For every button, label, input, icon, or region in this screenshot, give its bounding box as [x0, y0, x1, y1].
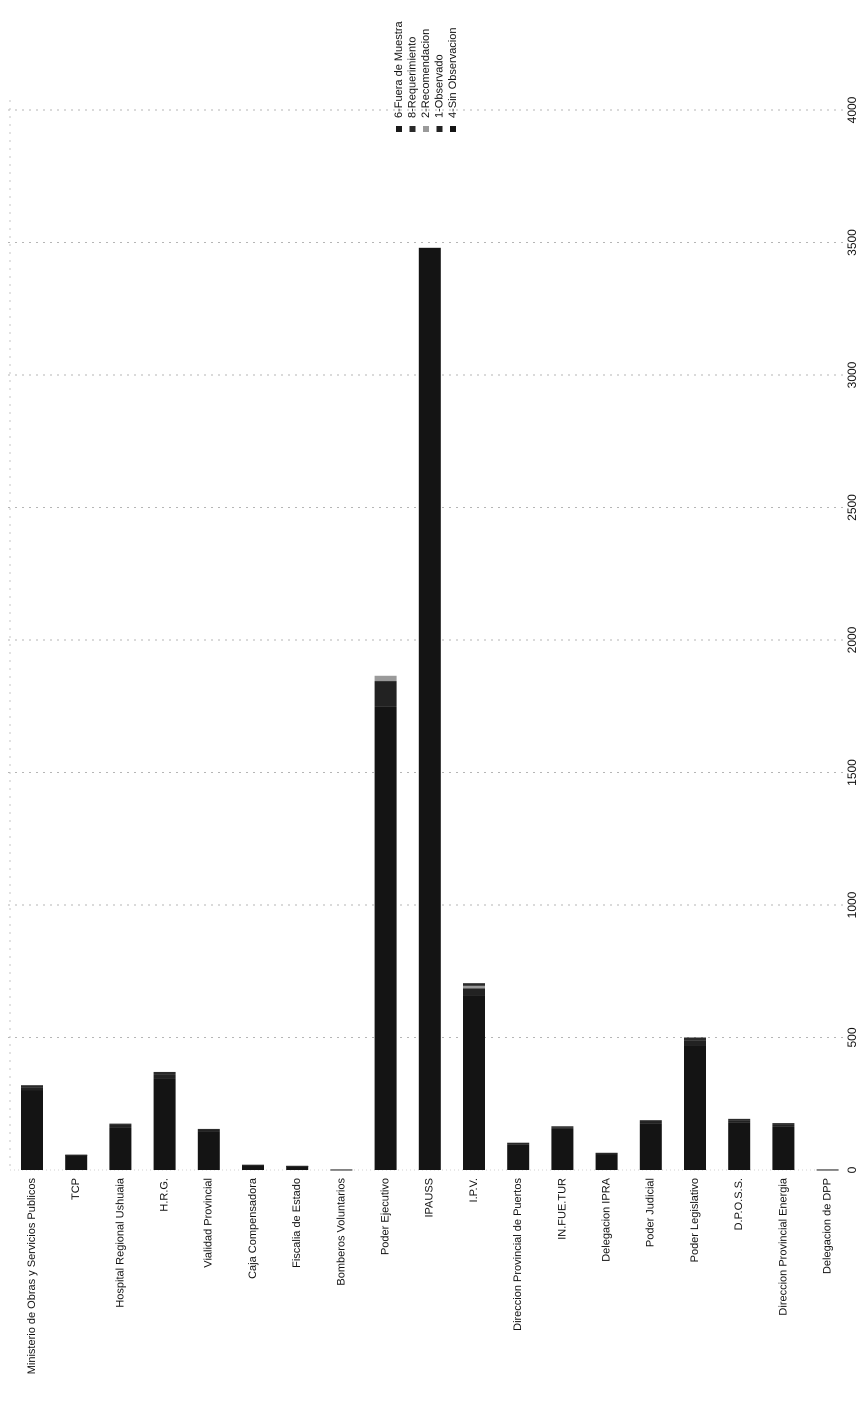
tick-label: 1000	[845, 891, 859, 918]
category-label: Delegacion IPRA	[601, 1177, 613, 1261]
bar-segment	[153, 1078, 176, 1170]
category-label: Fiscalia de Estado	[291, 1178, 303, 1268]
bar-segment	[507, 1142, 530, 1144]
bar-segment	[330, 1169, 353, 1171]
bar-segment	[728, 1118, 751, 1121]
bar-segment	[551, 1127, 574, 1129]
tick-label: 0	[845, 1166, 859, 1173]
bar-segment	[153, 1074, 176, 1079]
bar-segment	[109, 1127, 132, 1170]
bar-segment	[109, 1124, 132, 1128]
bar-segment	[684, 1040, 706, 1046]
tick-label: 1500	[845, 759, 859, 786]
bar-segment	[109, 1123, 132, 1125]
bar-segment	[551, 1126, 574, 1128]
bar-segment	[772, 1124, 795, 1127]
category-label: Direccion Provincial Energia	[777, 1177, 789, 1315]
category-label: I.P.V.	[468, 1178, 480, 1202]
bar-segment	[772, 1123, 795, 1125]
tick-label: 4000	[845, 96, 859, 123]
category-label: TCP	[70, 1178, 82, 1200]
bar-segment	[21, 1085, 43, 1088]
bar-segment	[197, 1129, 220, 1132]
legend-swatch	[396, 126, 402, 132]
category-label: IN.FUE.TUR	[556, 1178, 568, 1240]
bar-segment	[595, 1154, 618, 1170]
bar-segment	[197, 1131, 220, 1170]
legend-swatch	[423, 126, 429, 132]
bar-segment	[595, 1152, 618, 1154]
legend-swatch	[450, 126, 456, 132]
tick-label: 2500	[845, 494, 859, 521]
category-label: H.R.G.	[159, 1178, 171, 1212]
bar-segment	[772, 1126, 795, 1170]
category-label: Vialidad Provincial	[203, 1178, 215, 1268]
bar-segment	[639, 1123, 662, 1170]
bar-segment	[684, 1045, 706, 1170]
bar-segment	[242, 1165, 264, 1170]
bar-segment	[507, 1144, 530, 1170]
legend-label: 4-Sin Observacion	[447, 28, 459, 119]
bar-segment	[374, 681, 397, 707]
category-label: Ministerio de Obras y Servicios Publicos	[26, 1178, 38, 1375]
bar-segment	[595, 1153, 618, 1155]
bar-segment	[374, 675, 397, 682]
bars-layer	[21, 247, 839, 1171]
tick-label: 500	[845, 1027, 859, 1047]
bar-segment	[286, 1165, 309, 1167]
tick-labels: 0 500 1000 1500 2000 2500 3000 3500 4000	[845, 96, 859, 1173]
category-label: Poder Ejecutivo	[380, 1178, 392, 1255]
legend-label: 1-Observado	[433, 54, 445, 118]
bar-segment	[197, 1128, 220, 1130]
grid-layer	[8, 100, 845, 1171]
bar-segment	[728, 1122, 751, 1170]
bar-segment	[816, 1169, 839, 1171]
category-label: Direccion Provincial de Puertos	[512, 1178, 524, 1331]
bar-segment	[374, 706, 397, 1170]
legend-label: 2-Recomendacion	[420, 29, 432, 118]
tick-label: 3500	[845, 229, 859, 256]
bar-segment	[728, 1120, 751, 1123]
legend-label: 6-Fuera de Muestra	[393, 21, 405, 118]
category-label: Delegacion de DPP	[822, 1178, 834, 1274]
category-label: D.P.O.S.S.	[733, 1178, 745, 1230]
legend: 6-Fuera de Muestra 8-Requerimiento 2-Recom…	[393, 21, 459, 132]
bar-segment	[21, 1090, 43, 1170]
tick-label: 2000	[845, 626, 859, 653]
bar-segment	[463, 985, 485, 989]
bar-segment	[551, 1128, 574, 1170]
bar-segment	[286, 1166, 309, 1170]
category-label: Poder Judicial	[645, 1178, 657, 1247]
category-label: IPAUSS	[424, 1178, 436, 1218]
bar-segment	[684, 1037, 706, 1041]
legend-label: 8-Requerimiento	[406, 37, 418, 118]
bar-segment	[21, 1087, 43, 1091]
bar-segment	[65, 1154, 88, 1156]
category-labels: Ministerio de Obras y Servicios Publicos…	[26, 1177, 834, 1374]
bar-segment	[65, 1155, 88, 1170]
category-label: Caja Compensadora	[247, 1177, 259, 1279]
bar-segment	[507, 1143, 530, 1145]
bar-segment	[639, 1120, 662, 1122]
tick-label: 3000	[845, 361, 859, 388]
bar-segment	[463, 983, 485, 986]
legend-swatch	[409, 126, 416, 132]
bar-segment	[463, 995, 485, 1170]
bar-segment	[153, 1071, 176, 1075]
category-label: Poder Legislativo	[689, 1178, 701, 1262]
category-label: Hospital Regional Ushuaia	[114, 1177, 126, 1308]
bar-segment	[418, 247, 441, 1171]
bar-segment	[639, 1121, 662, 1124]
category-label: Bomberos Voluntarios	[335, 1178, 347, 1286]
legend-swatch	[436, 126, 443, 132]
bar-segment	[242, 1164, 264, 1166]
bar-segment	[463, 988, 485, 996]
